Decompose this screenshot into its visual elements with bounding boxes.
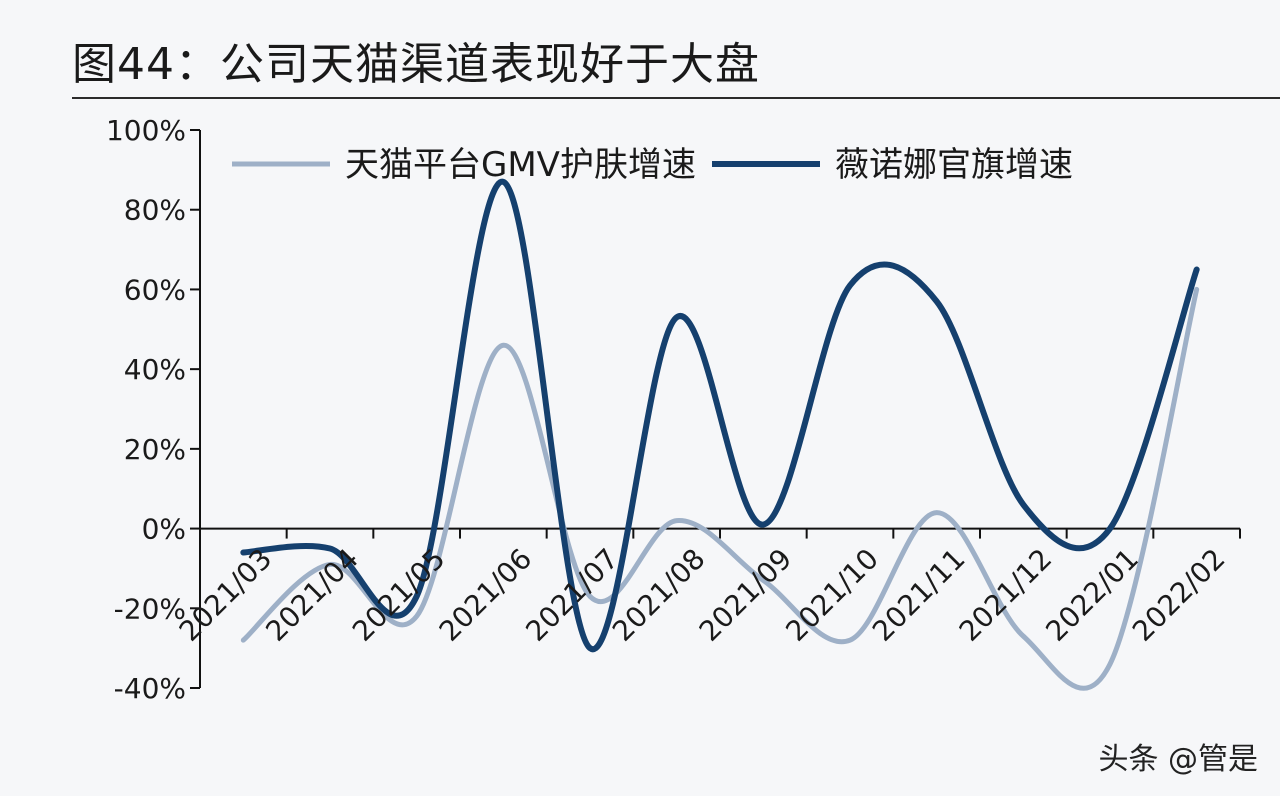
y-tick-label: 60%	[124, 273, 186, 306]
axes: -40% -20% 0% 20% 40% 60% 80% 100%	[106, 114, 1241, 705]
series-line-winona-flagship	[240, 178, 1200, 653]
legend: 天猫平台GMV护肤增速 薇诺娜官旗增速	[232, 145, 1073, 185]
legend-label: 天猫平台GMV护肤增速	[345, 145, 696, 185]
watermark: 头条 @管是	[1098, 742, 1258, 777]
y-tick-label: -20%	[114, 592, 186, 625]
x-tick-label: 2021/10	[779, 542, 885, 648]
x-tick-label: 2021/12	[953, 542, 1059, 648]
y-tick-label: -40%	[114, 672, 186, 705]
title-divider	[72, 97, 1280, 99]
y-tick-label: 100%	[106, 114, 186, 147]
x-tick-label: 2022/01	[1039, 542, 1145, 648]
x-tick-label: 2021/04	[259, 542, 365, 648]
y-tick-label: 80%	[124, 194, 186, 227]
x-tick-label: 2021/05	[346, 542, 452, 648]
y-tick-label: 40%	[124, 353, 186, 386]
y-tick-label: 20%	[124, 433, 186, 466]
x-tick-label: 2021/03	[173, 542, 279, 648]
y-tick-label: 0%	[142, 513, 186, 546]
x-tick-labels: 2021/032021/042021/052021/062021/072021/…	[173, 542, 1232, 648]
chart-title: 图44：公司天猫渠道表现好于大盘	[72, 39, 760, 90]
x-tick-label: 2021/06	[433, 542, 539, 648]
legend-label: 薇诺娜官旗增速	[835, 145, 1073, 185]
series-lines	[240, 178, 1200, 691]
